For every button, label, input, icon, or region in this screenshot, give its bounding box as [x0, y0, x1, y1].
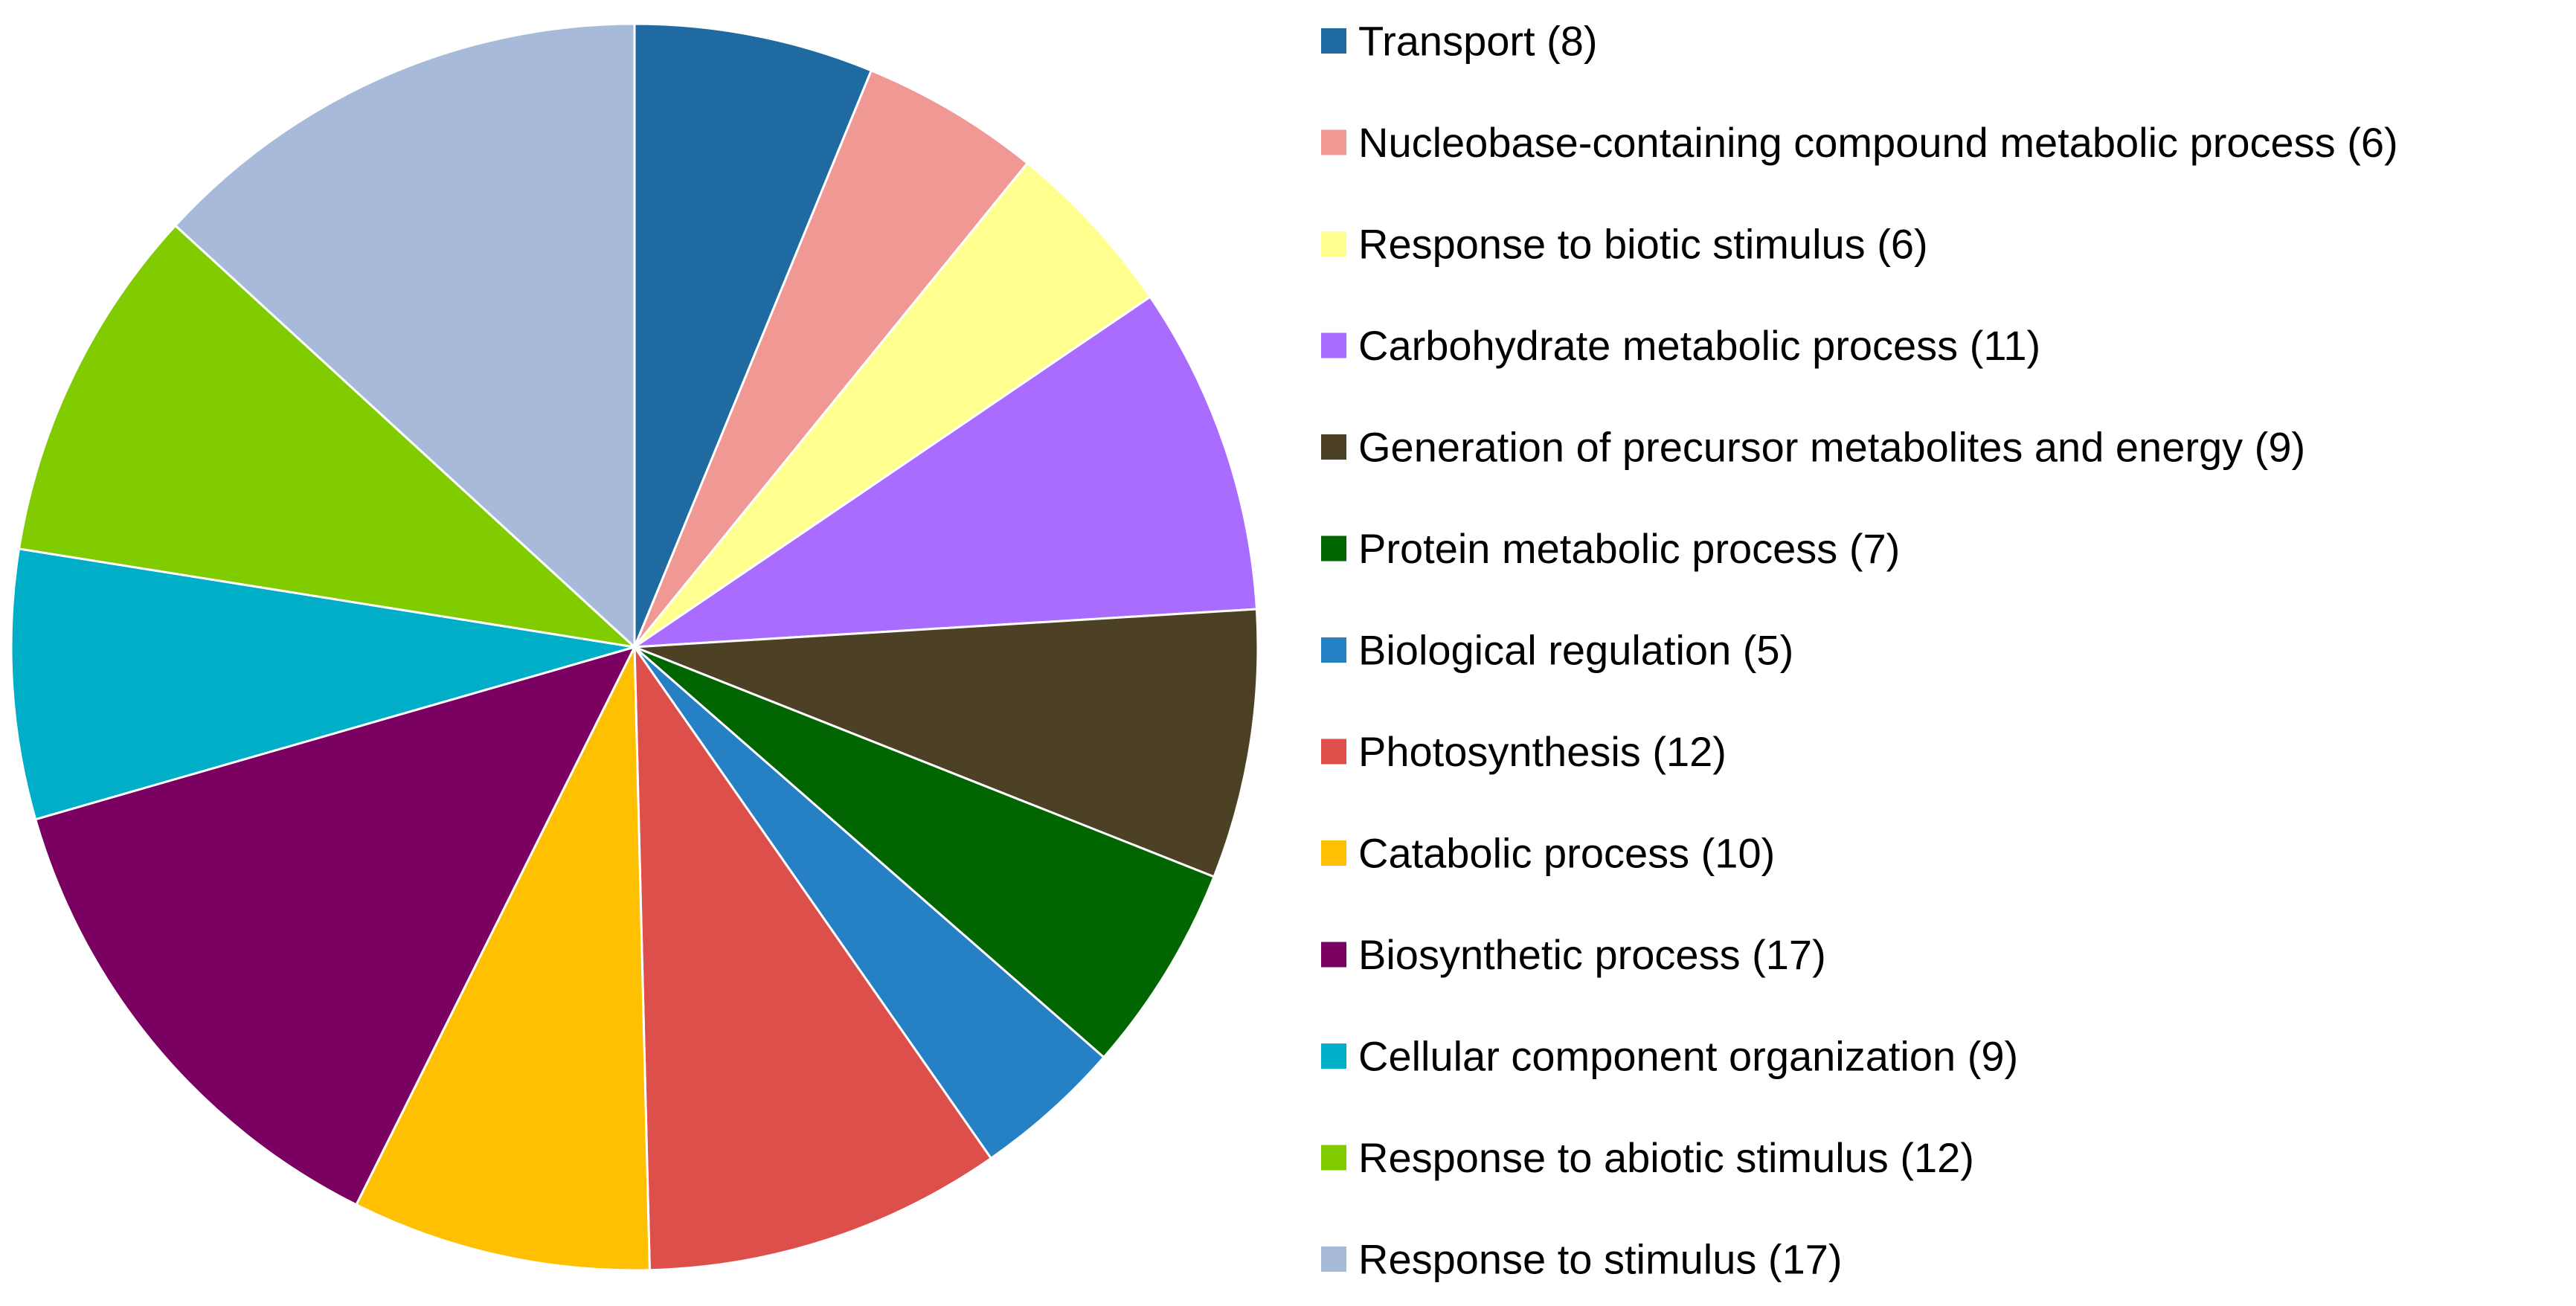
legend-label: Biological regulation (5): [1358, 627, 1793, 674]
legend-swatch: [1321, 637, 1346, 663]
pie-slice-response-to-abiotic-stimulus: [17, 224, 636, 649]
pie-slice-biosynthetic-process: [34, 646, 636, 1206]
legend-swatch: [1321, 942, 1346, 968]
legend-label: Carbohydrate metabolic process (11): [1358, 322, 2040, 369]
legend-swatch: [1321, 434, 1346, 460]
pie-slice-transport: [633, 22, 873, 649]
legend-item-generation-of-precursor-metabolites-and-energy: Generation of precursor metabolites and …: [1321, 424, 2305, 471]
legend-item-biological-regulation: Biological regulation (5): [1321, 627, 1793, 674]
pie-slices: [10, 22, 1259, 1272]
pie-slice-carbohydrate-metabolic-process: [633, 295, 1258, 649]
legend-swatch: [1321, 840, 1346, 866]
legend-label: Photosynthesis (12): [1358, 728, 1727, 775]
legend-item-cellular-component-organization: Cellular component organization (9): [1321, 1033, 2018, 1080]
pie-slice-response-to-stimulus: [174, 22, 636, 649]
pie-legend: Transport (8) Nucleobase-containing compo…: [1321, 18, 2398, 1283]
legend-label: Response to stimulus (17): [1358, 1236, 1843, 1283]
legend-item-response-to-stimulus: Response to stimulus (17): [1321, 1236, 1843, 1283]
legend-item-carbohydrate-metabolic-process: Carbohydrate metabolic process (11): [1321, 322, 2040, 369]
legend-label: Protein metabolic process (7): [1358, 525, 1900, 572]
legend-swatch: [1321, 28, 1346, 54]
pie-slice-catabolic-process: [355, 646, 651, 1272]
legend-item-biosynthetic-process: Biosynthetic process (17): [1321, 931, 1826, 978]
pie-slice-cellular-component-organization: [10, 547, 636, 821]
legend-swatch: [1321, 332, 1346, 358]
legend-label: Nucleobase-containing compound metabolic…: [1358, 119, 2398, 166]
legend-swatch: [1321, 739, 1346, 765]
legend-swatch: [1321, 231, 1346, 257]
pie-slice-photosynthesis: [633, 646, 992, 1272]
legend-label: Response to abiotic stimulus (12): [1358, 1134, 1974, 1181]
pie-slice-protein-metabolic-process: [633, 646, 1215, 1059]
legend-label: Response to biotic stimulus (6): [1358, 221, 1928, 268]
legend-swatch: [1321, 1145, 1346, 1171]
pie-slice-nucleobase-containing-compound-metabolic-process: [633, 69, 1029, 649]
legend-swatch: [1321, 535, 1346, 562]
legend-label: Catabolic process (10): [1358, 830, 1775, 877]
legend-label: Biosynthetic process (17): [1358, 931, 1826, 978]
legend-item-nucleobase-containing-compound-metabolic-process: Nucleobase-containing compound metabolic…: [1321, 119, 2398, 166]
pie-slice-generation-of-precursor-metabolites-and-energy: [633, 608, 1259, 878]
legend-item-response-to-abiotic-stimulus: Response to abiotic stimulus (12): [1321, 1134, 1974, 1181]
legend-label: Transport (8): [1358, 18, 1598, 65]
pie-slice-response-to-biotic-stimulus: [633, 161, 1152, 649]
pie-slice-biological-regulation: [633, 646, 1105, 1159]
legend-item-catabolic-process: Catabolic process (10): [1321, 830, 1775, 877]
legend-item-protein-metabolic-process: Protein metabolic process (7): [1321, 525, 1900, 572]
legend-item-response-to-biotic-stimulus: Response to biotic stimulus (6): [1321, 221, 1928, 268]
legend-item-transport: Transport (8): [1321, 18, 1598, 65]
legend-label: Generation of precursor metabolites and …: [1358, 424, 2305, 471]
legend-label: Cellular component organization (9): [1358, 1033, 2018, 1080]
legend-swatch: [1321, 1043, 1346, 1069]
legend-swatch: [1321, 1247, 1346, 1272]
legend-item-photosynthesis: Photosynthesis (12): [1321, 728, 1727, 775]
legend-swatch: [1321, 129, 1346, 155]
